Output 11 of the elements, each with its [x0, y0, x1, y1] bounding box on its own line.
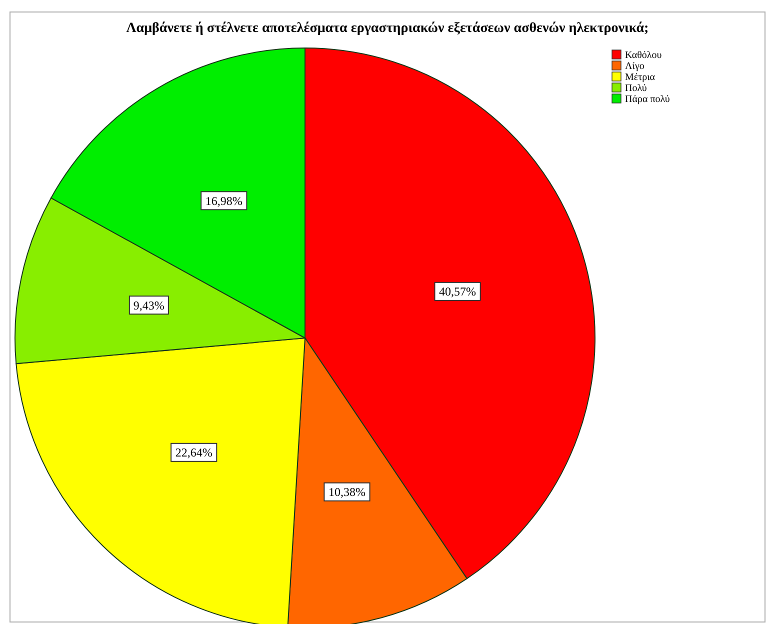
legend-label: Πάρα πολύ [625, 94, 670, 105]
data-label: 10,38% [328, 485, 366, 500]
legend-label: Μέτρια [625, 72, 656, 83]
legend-label: Λίγο [625, 61, 644, 72]
data-label: 16,98% [205, 194, 242, 208]
legend-label: Καθόλου [625, 50, 662, 61]
data-label: 9,43% [133, 298, 164, 312]
chart-title: Λαμβάνετε ή στέλνετε αποτελέσματα εργαστηριακών εξετάσεων ασθενών ηλεκτρονικά; [126, 21, 649, 36]
data-label: 40,57% [439, 284, 476, 299]
data-label: 22,64% [175, 446, 212, 460]
legend-label: Πολύ [625, 83, 647, 94]
